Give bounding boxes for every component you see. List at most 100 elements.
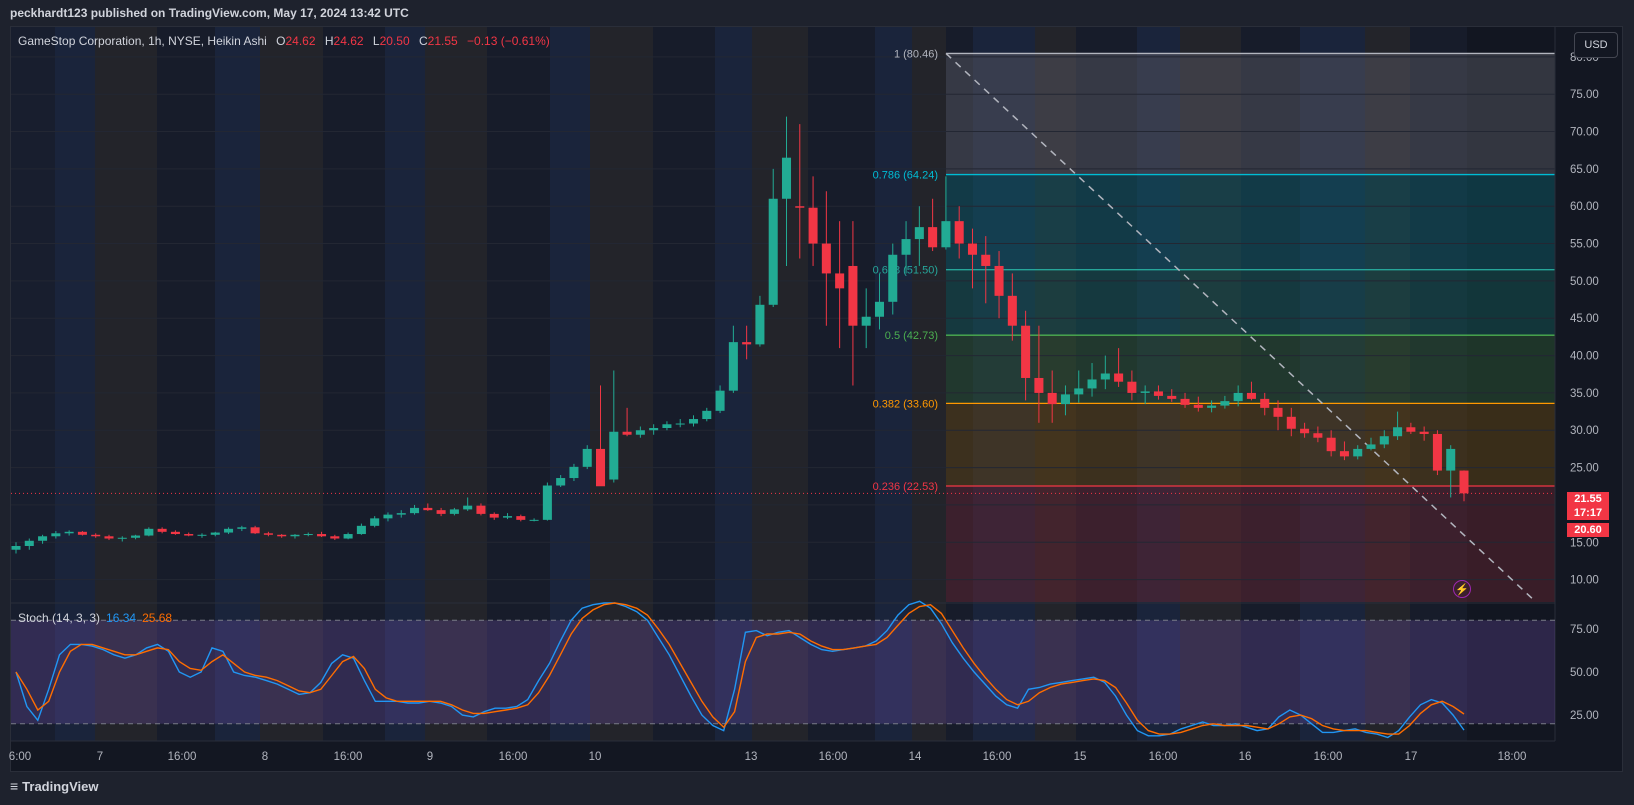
candle-body: [1074, 388, 1084, 395]
candle-body: [994, 265, 1004, 296]
stoch-label: Stoch (14, 3, 3): [18, 611, 101, 625]
time-tick-label: 16:00: [1149, 751, 1178, 763]
stoch-tick-label: 25.00: [1570, 710, 1599, 722]
candle-body: [981, 254, 991, 266]
candle-body: [742, 342, 752, 345]
candle-body: [77, 531, 87, 535]
candle-body: [954, 221, 964, 244]
candle-body: [1300, 428, 1310, 434]
footer-brand[interactable]: ≡ TradingView: [10, 778, 99, 794]
candle-body: [609, 431, 619, 480]
candle-body: [476, 505, 486, 514]
open-label: O: [276, 34, 286, 48]
fib-zone: [946, 174, 1555, 270]
fib-label: 1 (80.46): [894, 48, 938, 60]
symbol-name: GameStop Corporation, 1h, NYSE, Heikin A…: [18, 34, 267, 48]
candle-body: [529, 519, 539, 521]
candle-body: [1153, 391, 1163, 396]
candle-body: [423, 507, 433, 511]
candle-body: [569, 466, 579, 479]
session-band: [385, 27, 425, 741]
candle-body: [835, 273, 845, 289]
price-tick-label: 70.00: [1570, 127, 1599, 139]
fib-levels: 1 (80.46) 0.786 (64.24) 0.618 (51.50) 0.5 (…: [11, 48, 1555, 494]
candle-body: [317, 534, 327, 537]
candle-body: [1087, 379, 1097, 389]
candle-body: [1406, 427, 1416, 432]
candle-body: [675, 423, 685, 425]
time-tick-label: 6:00: [9, 751, 31, 763]
brand-name: TradingView: [22, 778, 99, 794]
currency-button[interactable]: USD: [1574, 32, 1618, 58]
candle-body: [901, 239, 911, 255]
candle-body: [595, 448, 606, 487]
high-label: H: [324, 34, 334, 48]
fib-zone: [946, 53, 1555, 175]
stoch-tick-label: 75.00: [1570, 624, 1599, 636]
candle-body: [237, 527, 247, 529]
candle-body: [503, 516, 513, 518]
stoch-d-value: 25.68: [142, 611, 173, 625]
candle-body: [808, 207, 818, 244]
session-band: [1365, 27, 1410, 741]
price-tick-label: 60.00: [1570, 201, 1599, 213]
candle-body: [928, 227, 938, 248]
low-price-tag: 20.60: [1567, 523, 1609, 537]
candle-body: [1047, 392, 1057, 405]
candle-body: [861, 316, 871, 326]
close-label: C: [418, 34, 428, 48]
candle-body: [436, 510, 446, 514]
session-band: [808, 27, 875, 741]
price-tick-label: 45.00: [1570, 313, 1599, 325]
candle-body: [396, 513, 406, 515]
session-band: [11, 27, 55, 741]
candle-body: [1060, 394, 1070, 405]
candle-body: [1007, 295, 1017, 326]
session-band: [973, 27, 1035, 741]
stoch-d-line: [15, 602, 1465, 735]
session-band: [1300, 27, 1365, 741]
candle-body: [1432, 433, 1442, 471]
candle-body: [967, 243, 977, 255]
candle-body: [914, 227, 924, 240]
candle-body: [1446, 448, 1456, 471]
fib-fills: [946, 53, 1555, 602]
time-tick-label: 16:00: [499, 751, 528, 763]
candle-body: [277, 534, 287, 537]
candle-body: [1366, 444, 1376, 449]
candle-body: [768, 198, 778, 305]
candle-body: [728, 342, 738, 391]
flash-icon[interactable]: ⚡: [1453, 580, 1471, 598]
trend-dashed-line: [945, 52, 1533, 599]
fib-label: 0.618 (51.50): [873, 265, 938, 277]
time-tick-label: 16:00: [1314, 751, 1343, 763]
fib-label: 0.236 (22.53): [873, 481, 938, 493]
candle-body: [91, 534, 101, 537]
candle-body: [1193, 404, 1203, 408]
candle-body: [184, 534, 194, 536]
fib-label: 0.382 (33.60): [873, 398, 938, 410]
candle-body: [1180, 398, 1190, 405]
candle-body: [11, 545, 21, 550]
candle-body: [1313, 433, 1323, 438]
time-tick-label: 15: [1074, 751, 1087, 763]
fib-zone: [946, 335, 1555, 404]
session-band: [752, 27, 808, 741]
countdown-tag: 17:17: [1567, 506, 1609, 520]
session-band: [157, 27, 215, 741]
candle-body: [117, 537, 127, 539]
time-tick-label: 16:00: [334, 751, 363, 763]
time-tick-label: 16: [1239, 751, 1252, 763]
candle-body: [489, 513, 499, 518]
tradingview-logo-icon: ≡: [10, 778, 19, 794]
candle-body: [64, 531, 74, 534]
session-band: [55, 27, 95, 741]
candle-body: [131, 535, 141, 538]
candle-body: [662, 424, 672, 429]
fib-zone: [946, 269, 1555, 336]
candle-body: [370, 518, 380, 526]
candle-body: [874, 301, 885, 317]
price-tick-label: 55.00: [1570, 239, 1599, 251]
time-tick-label: 17: [1405, 751, 1418, 763]
